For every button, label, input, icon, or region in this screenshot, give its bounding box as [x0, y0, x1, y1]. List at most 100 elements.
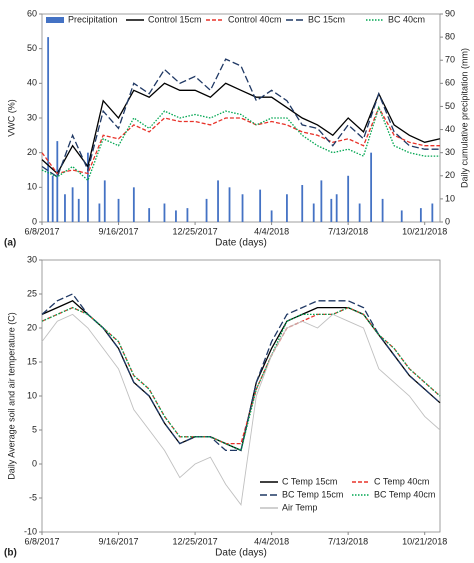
x-tick-label: 10/21/2018 — [402, 536, 447, 546]
series-line — [41, 306, 441, 445]
precip-bar — [163, 203, 166, 222]
y-tick-label: 10 — [27, 182, 37, 192]
series-line — [41, 300, 441, 452]
y-tick-label: 25 — [27, 288, 37, 298]
legend-label: Control 15cm — [148, 14, 202, 24]
x-tick-label: 9/16/2017 — [99, 536, 139, 546]
y2-tick-label: 50 — [445, 101, 455, 111]
legend-swatch — [46, 17, 64, 23]
precip-bar — [71, 187, 74, 222]
precip-bar — [370, 152, 373, 222]
y2-tick-label: 0 — [445, 216, 450, 226]
y-tick-label: 60 — [27, 8, 37, 18]
legend-label: Air Temp — [282, 502, 317, 512]
precip-bar — [431, 203, 434, 222]
precip-bar — [330, 198, 333, 222]
precip-bar — [312, 203, 315, 222]
panel-label: (b) — [4, 548, 17, 559]
precip-bar — [186, 208, 189, 222]
legend-label: BC Temp 15cm — [282, 489, 343, 499]
legend-label: BC 15cm — [308, 14, 345, 24]
x-tick-label: 6/8/2017 — [24, 536, 59, 546]
series-line — [41, 313, 441, 506]
precip-bar — [301, 185, 304, 222]
x-tick-label: 10/21/2018 — [402, 226, 447, 236]
precip-bar — [320, 180, 323, 222]
y-tick-label: 0 — [32, 458, 37, 468]
legend-label: BC 40cm — [388, 14, 425, 24]
x-tick-label: 12/25/2017 — [173, 536, 218, 546]
y-tick-label: 15 — [27, 356, 37, 366]
panel-label: (a) — [4, 238, 16, 249]
y-axis-label: Daily Average soil and air temperature (… — [6, 312, 16, 479]
series-line — [41, 105, 440, 182]
precip-bar — [335, 194, 338, 222]
series-line — [41, 58, 440, 178]
precip-bar — [98, 203, 101, 222]
precip-bar — [259, 189, 262, 222]
precip-bar — [419, 208, 422, 222]
legend-label: Control 40cm — [228, 14, 282, 24]
legend-label: C Temp 40cm — [374, 476, 429, 486]
precip-bar — [217, 180, 219, 222]
x-tick-label: 4/4/2018 — [254, 536, 289, 546]
precip-bar — [77, 198, 80, 222]
y2-tick-label: 70 — [445, 55, 455, 65]
precip-bar — [241, 194, 244, 222]
legend-label: C Temp 15cm — [282, 476, 337, 486]
y-tick-label: 0 — [32, 216, 37, 226]
legend-label: Precipitation — [68, 14, 118, 24]
precip-bar — [205, 198, 208, 222]
y-tick-label: -10 — [24, 526, 37, 536]
y-tick-label: 50 — [27, 43, 37, 53]
series-line — [41, 306, 441, 452]
precip-bar — [64, 194, 66, 222]
x-axis-label: Date (days) — [215, 238, 267, 249]
y2-tick-label: 40 — [445, 124, 455, 134]
x-tick-label: 6/8/2017 — [24, 226, 59, 236]
y2-tick-label: 60 — [445, 78, 455, 88]
x-tick-label: 7/13/2018 — [328, 536, 368, 546]
y-tick-label: -5 — [29, 492, 37, 502]
y-tick-label: 30 — [27, 112, 37, 122]
precip-bar — [270, 210, 273, 222]
series-line — [41, 106, 440, 175]
precip-bar — [228, 187, 231, 222]
y-tick-label: 10 — [27, 390, 37, 400]
y2-tick-label: 90 — [445, 8, 455, 18]
precip-bar — [286, 194, 288, 222]
y2-tick-label: 10 — [445, 193, 455, 203]
precip-bar — [358, 203, 361, 222]
series-line — [41, 82, 441, 175]
legend-label: BC Temp 40cm — [374, 489, 435, 499]
x-tick-label: 7/13/2018 — [328, 226, 368, 236]
x-tick-label: 4/4/2018 — [254, 226, 289, 236]
y-tick-label: 20 — [27, 322, 37, 332]
y-axis-label: VWC (%) — [6, 99, 16, 137]
x-axis-label: Date (days) — [215, 548, 267, 559]
y2-tick-label: 30 — [445, 147, 455, 157]
precip-bar — [400, 210, 403, 222]
precip-bar — [381, 198, 384, 222]
x-tick-label: 12/25/2017 — [173, 226, 218, 236]
y2-tick-label: 20 — [445, 170, 455, 180]
x-tick-label: 9/16/2017 — [99, 226, 139, 236]
precip-bar — [103, 180, 106, 222]
y-tick-label: 30 — [27, 254, 37, 264]
precip-bar — [175, 210, 177, 222]
precip-bar — [117, 198, 120, 222]
precip-bar — [132, 187, 135, 222]
precip-bar — [51, 175, 54, 222]
y2-axis-label: Daily cumulative precipitation (mm) — [459, 48, 469, 188]
y-tick-label: 20 — [27, 147, 37, 157]
series-line — [41, 293, 441, 452]
precip-bar — [87, 152, 89, 222]
precip-bar — [347, 175, 350, 222]
y-tick-label: 5 — [32, 424, 37, 434]
precip-bar — [148, 208, 151, 222]
y2-tick-label: 80 — [445, 31, 455, 41]
precip-bar — [47, 37, 50, 222]
precip-bar — [56, 141, 59, 222]
y-tick-label: 40 — [27, 78, 37, 88]
